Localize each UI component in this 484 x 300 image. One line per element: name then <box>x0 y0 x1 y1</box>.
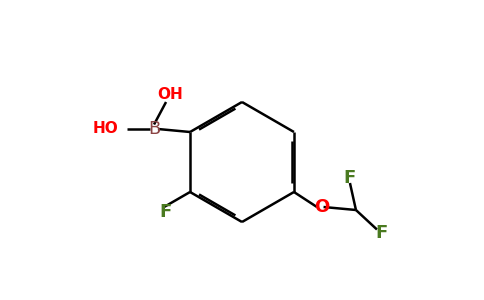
Text: F: F <box>344 169 356 187</box>
Text: B: B <box>148 120 160 138</box>
Text: O: O <box>314 198 329 216</box>
Text: F: F <box>159 203 172 221</box>
Text: HO: HO <box>92 122 118 136</box>
Text: F: F <box>375 224 388 242</box>
Text: OH: OH <box>158 87 183 102</box>
